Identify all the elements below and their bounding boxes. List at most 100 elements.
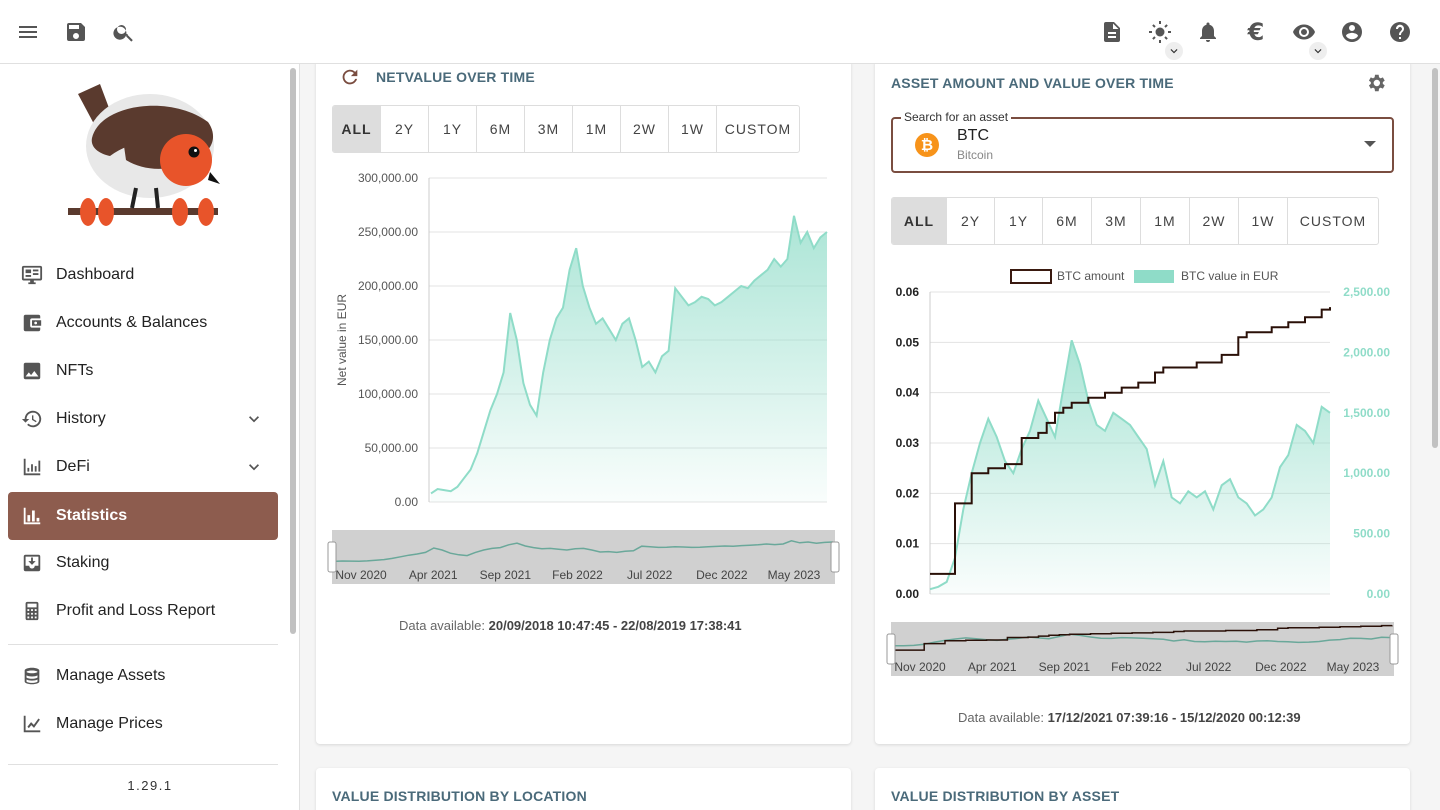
y-right-tick-label: 500.00	[1353, 527, 1390, 541]
y-tick-label: 150,000.00	[358, 333, 418, 347]
asset-amount-value-chart: BTC amount BTC value in EUR 0.00 0.01 0.02 0.…	[886, 269, 1399, 676]
search-icon[interactable]	[108, 16, 140, 48]
y-left-tick-label: 0.05	[896, 335, 920, 349]
asset-search-label: Search for an asset	[901, 110, 1012, 124]
y-tick-label: 300,000.00	[358, 171, 418, 185]
sidebar-item-label: NFTs	[56, 362, 94, 379]
period-2w[interactable]: 2W	[1190, 198, 1239, 244]
period-2w[interactable]: 2W	[621, 106, 669, 152]
navigator-tick-label: Feb 2022	[1111, 660, 1162, 674]
navigator-handle-left	[886, 633, 896, 665]
sidebar-item-defi[interactable]: DeFi	[8, 443, 278, 491]
sidebar-item-manage-prices[interactable]: Manage Prices	[8, 700, 278, 748]
main-scrollbar[interactable]	[1432, 68, 1438, 448]
legend-label-btc-amount: BTC amount	[1057, 269, 1125, 283]
asset-symbol: BTC	[957, 127, 989, 144]
period-1w[interactable]: 1W	[1239, 198, 1288, 244]
refresh-icon[interactable]	[339, 66, 361, 88]
currency-symbol: €	[1247, 18, 1265, 46]
y-axis-label: Net value in EUR	[335, 294, 349, 386]
y-tick-label: 200,000.00	[358, 279, 418, 293]
period-1y[interactable]: 1Y	[429, 106, 477, 152]
value-distribution-asset-title: VALUE DISTRIBUTION BY ASSET	[891, 788, 1120, 804]
chevron-down-icon[interactable]	[244, 457, 264, 482]
chevron-down-icon[interactable]	[244, 409, 264, 434]
period-2y[interactable]: 2Y	[947, 198, 995, 244]
navigator-tick-label: Dec 2022	[1255, 660, 1307, 674]
gear-icon[interactable]	[1365, 72, 1389, 96]
data-available-label: Data available:	[399, 618, 485, 633]
sidebar-item-manage-assets[interactable]: Manage Assets	[8, 652, 278, 700]
navigator-line	[333, 540, 834, 563]
y-right-tick-label: 1,500.00	[1343, 406, 1390, 420]
currency-euro-icon[interactable]: €	[1240, 16, 1272, 48]
period-1m[interactable]: 1M	[573, 106, 621, 152]
privacy-eye-icon[interactable]	[1288, 16, 1320, 48]
net-value-line	[430, 215, 828, 495]
privacy-menu-chevron-icon[interactable]	[1309, 42, 1327, 60]
sidebar-item-history[interactable]: History	[8, 395, 278, 443]
y-left-tick-label: 0.00	[896, 587, 920, 601]
navigator-tick-label: Dec 2022	[696, 568, 748, 582]
period-6m[interactable]: 6M	[1043, 198, 1092, 244]
theme-menu-chevron-icon[interactable]	[1165, 42, 1183, 60]
navigator-handle-right	[830, 541, 840, 573]
navigator-tick-label: Jul 2022	[627, 568, 673, 582]
database-icon	[8, 665, 56, 687]
period-custom[interactable]: CUSTOM	[724, 121, 792, 137]
period-6m[interactable]: 6M	[477, 106, 525, 152]
statistics-icon	[8, 505, 56, 527]
y-left-tick-label: 0.04	[896, 386, 920, 400]
save-icon[interactable]	[60, 16, 92, 48]
sidebar-item-dashboard[interactable]: Dashboard	[8, 251, 278, 299]
dropdown-arrow-icon[interactable]	[1364, 141, 1376, 147]
sidebar-item-accounts-balances[interactable]: Accounts & Balances	[8, 299, 278, 347]
sidebar-divider	[8, 644, 278, 645]
legend-swatch-btc-amount	[1010, 269, 1052, 284]
calculator-icon	[8, 600, 56, 622]
asset-period-selector: ALL 2Y 1Y 6M 3M 1M 2W 1W CUSTOM	[891, 197, 1379, 245]
period-3m[interactable]: 3M	[525, 106, 573, 152]
navigator-tick-label: Sep 2021	[1039, 660, 1091, 674]
period-all[interactable]: ALL	[892, 198, 947, 244]
btc-value-area	[930, 340, 1330, 594]
sidebar-scrollbar[interactable]	[290, 68, 296, 634]
sidebar-item-label: Manage Prices	[56, 715, 163, 732]
navigator-value-line	[892, 633, 1393, 647]
navigator-background	[891, 622, 1394, 676]
top-app-bar: €	[0, 0, 1440, 64]
period-1m[interactable]: 1M	[1141, 198, 1190, 244]
y-left-tick-label: 0.02	[896, 486, 920, 500]
navigator-tick-label: Jul 2022	[1186, 660, 1232, 674]
navigator-tick-label: Nov 2020	[894, 660, 946, 674]
sidebar-item-statistics[interactable]: Statistics	[8, 492, 278, 540]
asset-search-select[interactable]: Search for an asset ₿ BTC Bitcoin	[891, 110, 1394, 173]
net-value-area	[431, 215, 827, 503]
account-icon[interactable]	[1336, 16, 1368, 48]
y-tick-label: 250,000.00	[358, 225, 418, 239]
help-icon[interactable]	[1384, 16, 1416, 48]
period-1y[interactable]: 1Y	[995, 198, 1043, 244]
period-1w[interactable]: 1W	[669, 106, 717, 152]
theme-icon[interactable]	[1144, 16, 1176, 48]
menu-icon[interactable]	[12, 16, 44, 48]
sidebar-item-profit-loss-report[interactable]: Profit and Loss Report	[8, 587, 278, 635]
period-2y[interactable]: 2Y	[381, 106, 429, 152]
sidebar-item-staking[interactable]: Staking	[8, 539, 278, 587]
navigator-tick-label: May 2023	[768, 568, 821, 582]
period-3m[interactable]: 3M	[1092, 198, 1141, 244]
navigator-tick-label: Feb 2022	[552, 568, 603, 582]
sidebar-item-label: Manage Assets	[56, 667, 166, 684]
notifications-icon[interactable]	[1192, 16, 1224, 48]
y-left-tick-label: 0.03	[896, 436, 920, 450]
netvalue-period-selector: ALL 2Y 1Y 6M 3M 1M 2W 1W CUSTOM	[332, 105, 800, 153]
navigator-handle-left	[327, 541, 337, 573]
sidebar-item-label: History	[56, 410, 106, 427]
netvalue-chart: 0.00 50,000.00 100,000.00 150,000.00 200,000…	[327, 171, 840, 584]
notes-icon[interactable]	[1096, 16, 1128, 48]
period-all[interactable]: ALL	[333, 106, 381, 152]
sidebar-item-nfts[interactable]: NFTs	[8, 347, 278, 395]
period-custom[interactable]: CUSTOM	[1299, 213, 1367, 229]
data-available-range: 17/12/2021 07:39:16 - 15/12/2020 00:12:3…	[1047, 710, 1301, 725]
data-available-label: Data available:	[958, 710, 1044, 725]
